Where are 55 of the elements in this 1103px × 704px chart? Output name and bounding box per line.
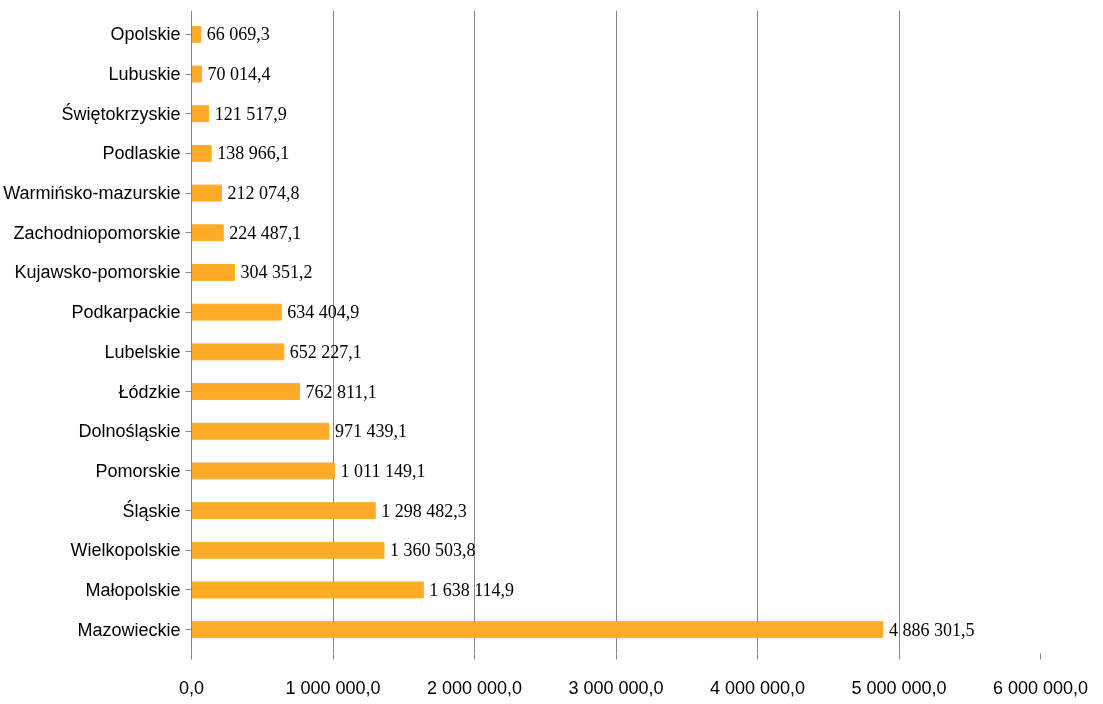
data-label: 212 074,8 (227, 183, 300, 204)
data-label: 66 069,3 (206, 24, 270, 45)
x-tick-label: 4 000 000,0 (709, 677, 806, 698)
y-tick-label: Pomorskie (95, 460, 181, 481)
x-tick-label: 1 000 000,0 (285, 677, 381, 698)
bar (191, 422, 330, 440)
bar (191, 303, 282, 321)
y-tick-label: Łódzkie (118, 381, 181, 402)
data-label: 1 360 503,8 (390, 540, 476, 561)
bar (191, 541, 385, 559)
bar (191, 343, 285, 361)
data-label: 634 404,9 (287, 302, 360, 323)
data-label: 971 439,1 (334, 421, 407, 442)
y-tick-label: Śląskie (122, 499, 181, 521)
bar (191, 462, 336, 480)
bar (191, 581, 424, 599)
y-tick-label: Opolskie (110, 24, 181, 45)
y-tick-label: Podkarpackie (71, 302, 181, 323)
bar (191, 621, 884, 639)
y-tick-label: Kujawsko-pomorskie (14, 262, 181, 283)
x-tick-label: 2 000 000,0 (426, 677, 523, 698)
data-label: 1 011 149,1 (340, 460, 426, 481)
y-tick-label: Lubuskie (108, 64, 181, 85)
data-label: 70 014,4 (207, 64, 271, 85)
data-label: 1 638 114,9 (429, 579, 515, 600)
data-label: 304 351,2 (240, 262, 313, 283)
y-tick-label: Mazowieckie (77, 619, 181, 640)
x-tick-label: 3 000 000,0 (568, 677, 664, 698)
bar (191, 184, 223, 202)
y-tick-label: Świętokrzyskie (61, 102, 181, 124)
y-tick-label: Warmińsko-mazurskie (3, 183, 181, 204)
y-tick-label: Podlaskie (102, 143, 181, 164)
data-label: 762 811,1 (305, 381, 377, 402)
y-tick-label: Wielkopolskie (70, 540, 181, 561)
data-label: 224 487,1 (229, 222, 302, 243)
y-tick-label: Lubelskie (104, 341, 181, 362)
bar (191, 224, 224, 242)
x-tick-label: 6 000 000,0 (992, 677, 1089, 698)
x-tick-label: 0,0 (178, 677, 205, 698)
bar (191, 25, 202, 43)
data-label: 652 227,1 (289, 341, 362, 362)
data-label: 1 298 482,3 (381, 500, 467, 521)
y-tick-label: Małopolskie (85, 579, 181, 600)
data-label: 4 886 301,5 (888, 619, 975, 640)
bar (191, 383, 300, 400)
y-tick-label: Dolnośląskie (78, 421, 181, 442)
bar (191, 144, 212, 162)
bar (191, 264, 236, 281)
data-label: 121 517,9 (214, 103, 287, 124)
data-label: 138 966,1 (217, 143, 290, 164)
x-tick-label: 5 000 000,0 (851, 677, 947, 698)
bar (191, 65, 202, 83)
bar (191, 502, 376, 520)
y-tick-label: Zachodniopomorskie (13, 222, 181, 243)
bar (191, 105, 210, 123)
